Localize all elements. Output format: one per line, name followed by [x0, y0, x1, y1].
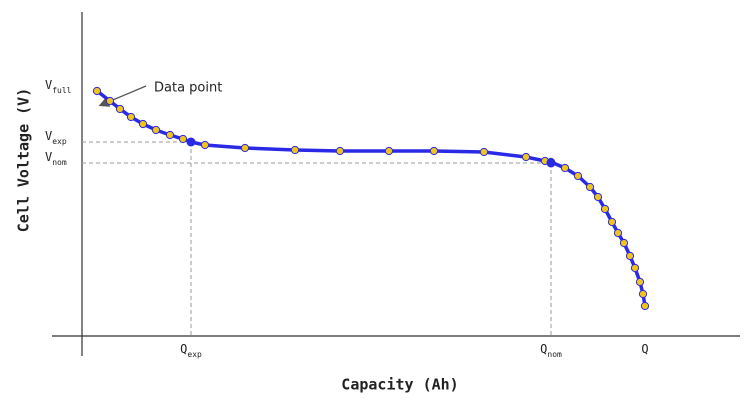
data-point — [593, 192, 603, 202]
tick-label-sub: full — [52, 86, 71, 95]
data-point — [240, 143, 250, 153]
data-point — [138, 119, 148, 129]
key-point — [546, 158, 556, 168]
data-point — [335, 146, 345, 156]
tick-label-main: Q — [540, 342, 547, 356]
data-point — [573, 171, 583, 181]
tick-label: Vfull — [45, 78, 72, 95]
data-point — [384, 146, 394, 156]
data-point — [115, 104, 125, 114]
data-point — [630, 263, 640, 273]
tick-label-sub: exp — [187, 350, 202, 359]
data-point — [613, 228, 623, 238]
data-point — [105, 96, 115, 106]
data-point — [638, 289, 648, 299]
data-point — [607, 217, 617, 227]
data-point — [151, 125, 161, 135]
tick-label-main: Q — [180, 342, 187, 356]
tick-label-sub: nom — [52, 158, 67, 167]
tick-label-main: V — [45, 129, 52, 143]
data-point — [625, 251, 635, 261]
data-point — [600, 204, 610, 214]
tick-label-sub: nom — [547, 350, 562, 359]
data-point — [635, 277, 645, 287]
tick-label: Qnom — [540, 342, 562, 359]
data-point — [92, 86, 102, 96]
data-point — [290, 145, 300, 155]
data-point — [429, 146, 439, 156]
tick-label: Vexp — [45, 129, 67, 146]
data-point — [165, 130, 175, 140]
data-point — [585, 182, 595, 192]
data-point — [479, 147, 489, 157]
data-point — [619, 238, 629, 248]
tick-label: Q — [641, 342, 648, 356]
tick-label-main: Q — [641, 342, 648, 356]
data-point — [640, 301, 650, 311]
tick-label: Vnom — [45, 150, 67, 167]
x-axis-title: Capacity (Ah) — [341, 376, 458, 394]
tick-label-sub: exp — [52, 137, 67, 146]
data-point — [126, 112, 136, 122]
data-point — [200, 140, 210, 150]
annotation: Data point — [154, 81, 222, 96]
data-line — [95, 89, 647, 307]
y-axis-title: Cell Voltage (V) — [15, 88, 33, 233]
data-point — [178, 134, 188, 144]
key-point — [186, 137, 196, 147]
data-point — [560, 163, 570, 173]
data-point — [521, 152, 531, 162]
tick-label-main: V — [45, 78, 52, 92]
tick-label: Qexp — [180, 342, 202, 359]
tick-label-main: V — [45, 150, 52, 164]
